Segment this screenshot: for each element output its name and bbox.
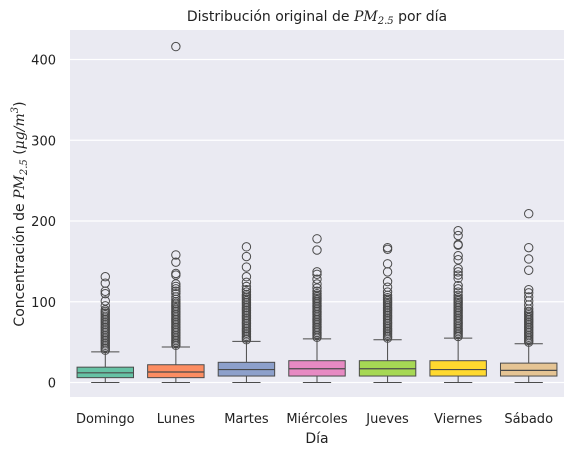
outlier-point	[524, 284, 534, 295]
x-tick-labels: Domingo Lunes Martes Miércoles Jueves Viernes…	[76, 412, 553, 427]
outlier-point	[312, 267, 322, 277]
box-martes	[217, 242, 276, 383]
outlier-point	[382, 282, 393, 292]
x-tick-label: Martes	[224, 412, 269, 427]
outlier-point	[382, 242, 393, 253]
outlier-point	[453, 280, 463, 291]
outlier-point	[524, 265, 534, 275]
outlier-point	[171, 284, 181, 294]
outlier-point	[312, 234, 322, 244]
box-miércoles	[288, 234, 346, 383]
outlier-point	[524, 292, 534, 302]
outlier-point	[312, 288, 322, 299]
y-tick-labels: 0 100 200 300 400	[31, 54, 56, 392]
outlier-point	[312, 269, 322, 279]
outlier-point	[312, 245, 322, 255]
outlier-point	[312, 279, 322, 289]
outlier-point	[453, 267, 463, 277]
box-iqr	[499, 362, 558, 377]
outlier-point	[453, 225, 463, 236]
outlier-point	[171, 268, 181, 279]
box-viernes	[429, 225, 487, 383]
outlier-point	[453, 273, 463, 284]
outlier-point	[171, 41, 181, 52]
outlier-point	[453, 255, 463, 265]
box-sábado	[499, 209, 558, 383]
outlier-point	[171, 250, 181, 260]
outlier-point	[524, 254, 534, 264]
outlier-point	[382, 276, 393, 287]
outlier-point	[100, 278, 110, 288]
outlier-point	[241, 284, 252, 295]
outlier-point	[524, 288, 534, 298]
y-tick-label: 400	[31, 54, 56, 69]
outlier-point	[524, 209, 534, 219]
x-tick-label: Miércoles	[286, 412, 348, 427]
outlier-point	[453, 270, 463, 280]
outlier-point	[171, 257, 181, 267]
outlier-point	[312, 286, 322, 296]
gridlines	[70, 58, 564, 384]
outlier-point	[100, 296, 110, 306]
chart-title: Distribución original de PM2.5 por día	[187, 9, 447, 27]
x-tick-label: Jueves	[365, 412, 409, 427]
boxes	[76, 41, 558, 383]
outlier-point	[100, 272, 110, 282]
y-axis-title: Concentración de PM2.5 (μg/m3)	[10, 101, 30, 326]
y-tick-label: 300	[31, 134, 56, 149]
outlier-point	[241, 287, 252, 297]
outlier-point	[241, 281, 252, 292]
outlier-point	[171, 286, 181, 296]
x-tick-label: Lunes	[157, 412, 195, 427]
outlier-point	[382, 287, 393, 297]
outlier-point	[453, 284, 463, 294]
x-tick-label: Viernes	[434, 412, 483, 427]
box-iqr	[147, 364, 205, 379]
outlier-point	[171, 288, 181, 299]
outlier-point	[241, 242, 252, 252]
outlier-point	[100, 288, 110, 299]
outlier-point	[453, 287, 463, 297]
y-tick-label: 0	[48, 377, 56, 392]
outlier-point	[100, 301, 110, 311]
outlier-point	[241, 262, 252, 272]
y-tick-label: 100	[31, 296, 56, 311]
outlier-point	[453, 290, 463, 300]
outlier-point	[171, 281, 181, 292]
box-domingo	[76, 272, 135, 383]
plot-background	[70, 30, 564, 397]
outlier-point	[453, 230, 463, 241]
box-jueves	[358, 242, 417, 383]
outlier-point	[241, 277, 252, 288]
x-tick-label: Sábado	[504, 412, 553, 427]
box-lunes	[147, 41, 205, 383]
x-tick-label: Domingo	[76, 412, 135, 427]
outlier-point	[241, 272, 252, 282]
x-axis-title: Día	[305, 431, 328, 447]
outlier-point	[241, 251, 252, 262]
outlier-point	[382, 293, 393, 303]
outlier-point	[453, 251, 463, 261]
outlier-point	[524, 242, 534, 253]
y-tick-label: 200	[31, 215, 56, 230]
box-iqr	[429, 360, 487, 377]
outlier-point	[312, 274, 322, 284]
outlier-point	[382, 259, 393, 269]
outlier-point	[524, 306, 534, 317]
